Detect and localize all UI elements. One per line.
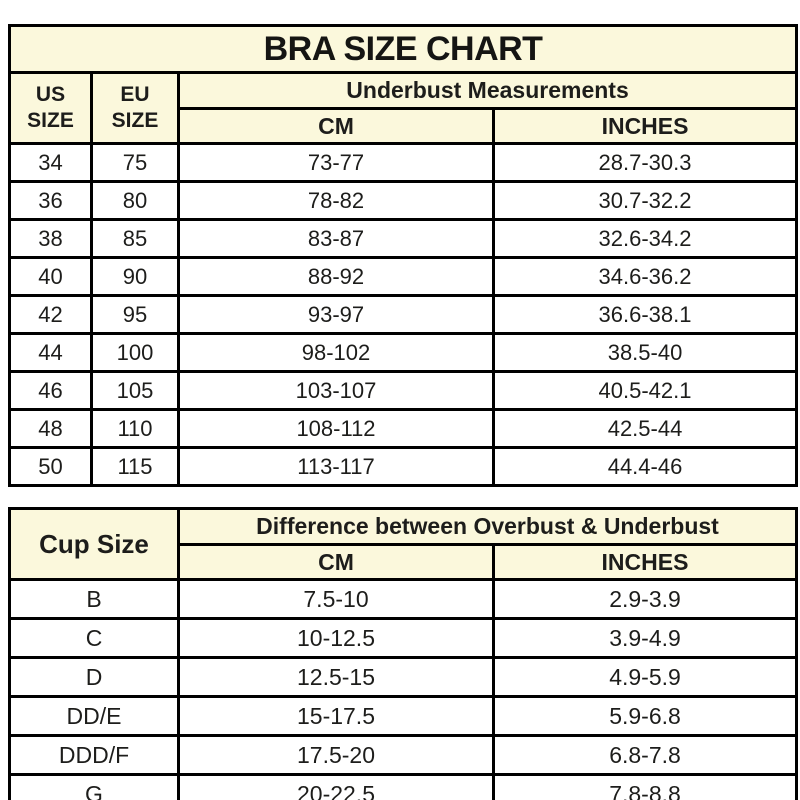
table-row: DD/E 15-17.5 5.9-6.8 (8, 695, 798, 737)
eu-size-cell: 95 (90, 294, 180, 335)
eu-size-cell: 75 (90, 142, 180, 183)
table-row: 46 105 103-107 40.5-42.1 (8, 370, 799, 411)
us-size-cell: 44 (8, 332, 93, 373)
cm-range-cell: 7.5-10 (177, 578, 495, 620)
cm-range-cell: 103-107 (177, 370, 495, 411)
cup-size-cell: DDD/F (8, 734, 180, 776)
cup-table-header-row-1: Cup Size Difference between Overbust & U… (8, 507, 798, 581)
inches-range-cell: 28.7-30.3 (491, 142, 799, 183)
underbust-measurements-header: Underbust Measurements (176, 71, 799, 110)
cup-table-header-row-2: CM INCHES (10, 543, 798, 581)
table-row: 48 110 108-112 42.5-44 (8, 408, 799, 449)
us-size-cell: 34 (8, 142, 93, 183)
table-row: DDD/F 17.5-20 6.8-7.8 (8, 734, 798, 776)
us-size-cell: 42 (8, 294, 93, 335)
inches-range-cell: 38.5-40 (491, 332, 799, 373)
inches-range-cell: 4.9-5.9 (492, 656, 798, 698)
cm-range-cell: 17.5-20 (177, 734, 495, 776)
us-size-cell: 40 (8, 256, 93, 297)
inches-range-cell: 30.7-32.2 (491, 180, 799, 221)
cm-range-cell: 15-17.5 (177, 695, 495, 737)
difference-overbust-underbust-header: Difference between Overbust & Underbust (177, 507, 798, 546)
inches-range-cell: 44.4-46 (491, 446, 799, 487)
size-inches-column-header: INCHES (491, 107, 799, 145)
table-row: G 20-22.5 7.8-8.8 (8, 773, 798, 800)
table-row: 40 90 88-92 34.6-36.2 (8, 256, 799, 297)
cm-range-cell: 10-12.5 (177, 617, 495, 659)
cup-cm-column-header: CM (177, 543, 495, 581)
cup-size-cell: C (8, 617, 180, 659)
cm-range-cell: 20-22.5 (177, 773, 495, 800)
cm-range-cell: 98-102 (177, 332, 495, 373)
cup-inches-column-header: INCHES (492, 543, 798, 581)
cup-size-cell: D (8, 656, 180, 698)
us-size-column-header: US SIZE (8, 71, 93, 145)
size-table: BRA SIZE CHART US SIZE EU SIZE Underbust… (7, 24, 799, 487)
inches-range-cell: 7.8-8.8 (492, 773, 798, 800)
table-row: D 12.5-15 4.9-5.9 (8, 656, 798, 698)
size-table-header-row-2: CM INCHES (10, 107, 799, 145)
us-size-cell: 46 (8, 370, 93, 411)
cm-range-cell: 113-117 (177, 446, 495, 487)
inches-range-cell: 42.5-44 (491, 408, 799, 449)
cm-range-cell: 88-92 (177, 256, 495, 297)
inches-range-cell: 6.8-7.8 (492, 734, 798, 776)
cm-range-cell: 108-112 (177, 408, 495, 449)
table-row: B 7.5-10 2.9-3.9 (8, 578, 798, 620)
us-size-cell: 50 (8, 446, 93, 487)
cm-range-cell: 73-77 (177, 142, 495, 183)
cm-range-cell: 78-82 (177, 180, 495, 221)
inches-range-cell: 36.6-38.1 (491, 294, 799, 335)
cup-table: Cup Size Difference between Overbust & U… (8, 507, 798, 800)
inches-range-cell: 2.9-3.9 (492, 578, 798, 620)
size-table-header-row-1: US SIZE EU SIZE Underbust Measurements (8, 71, 799, 145)
inches-range-cell: 3.9-4.9 (492, 617, 798, 659)
eu-size-cell: 90 (90, 256, 180, 297)
page-title: BRA SIZE CHART (7, 24, 799, 74)
cm-range-cell: 12.5-15 (177, 656, 495, 698)
us-size-cell: 38 (8, 218, 93, 259)
cm-range-cell: 83-87 (177, 218, 495, 259)
eu-size-cell: 110 (90, 408, 180, 449)
cup-size-column-header: Cup Size (8, 507, 180, 581)
table-row: 38 85 83-87 32.6-34.2 (8, 218, 799, 259)
cup-size-cell: B (8, 578, 180, 620)
eu-size-cell: 85 (90, 218, 180, 259)
eu-size-column-header: EU SIZE (90, 71, 180, 145)
eu-size-cell: 100 (90, 332, 180, 373)
table-row: 44 100 98-102 38.5-40 (8, 332, 799, 373)
inches-range-cell: 40.5-42.1 (491, 370, 799, 411)
table-row: 34 75 73-77 28.7-30.3 (8, 142, 799, 183)
table-row: C 10-12.5 3.9-4.9 (8, 617, 798, 659)
eu-size-cell: 105 (90, 370, 180, 411)
cm-range-cell: 93-97 (177, 294, 495, 335)
inches-range-cell: 5.9-6.8 (492, 695, 798, 737)
inches-range-cell: 32.6-34.2 (491, 218, 799, 259)
table-row: 50 115 113-117 44.4-46 (8, 446, 799, 487)
title-row: BRA SIZE CHART (7, 24, 799, 74)
inches-range-cell: 34.6-36.2 (491, 256, 799, 297)
cup-size-cell: G (8, 773, 180, 800)
us-size-cell: 48 (8, 408, 93, 449)
eu-size-cell: 115 (90, 446, 180, 487)
table-row: 42 95 93-97 36.6-38.1 (8, 294, 799, 335)
table-row: 36 80 78-82 30.7-32.2 (8, 180, 799, 221)
size-cm-column-header: CM (177, 107, 495, 145)
eu-size-cell: 80 (90, 180, 180, 221)
cup-size-cell: DD/E (8, 695, 180, 737)
us-size-cell: 36 (8, 180, 93, 221)
